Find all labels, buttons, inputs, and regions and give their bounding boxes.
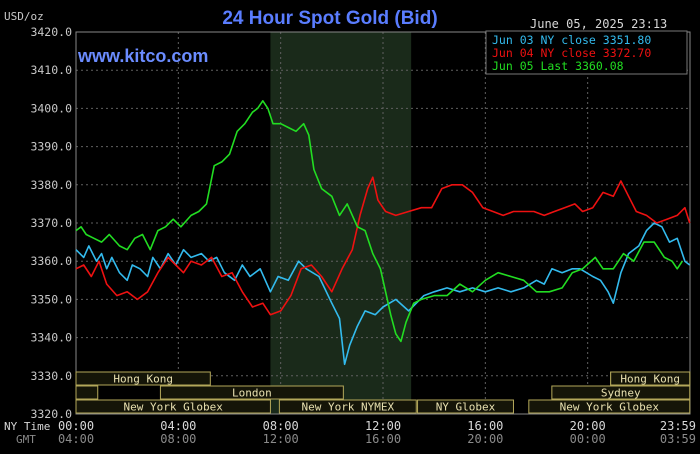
session-label: New York Globex (560, 401, 660, 414)
legend-box (485, 30, 688, 75)
x-tick-gmt: 04:00 (58, 432, 94, 446)
y-tick-label: 3400.0 (30, 101, 72, 115)
y-tick-label: 3360.0 (30, 254, 72, 268)
y-tick-label: 3420.0 (30, 25, 72, 39)
legend-item-jun04: Jun 04 NY close 3372.70 (492, 46, 651, 60)
session-box (528, 399, 691, 414)
session-box (75, 371, 211, 386)
x-tick-gmt: 12:00 (263, 432, 299, 446)
session-box (417, 399, 514, 414)
y-tick-label: 3330.0 (30, 369, 72, 383)
session-label: New York Globex (124, 401, 224, 414)
y-tick-label: 3350.0 (30, 292, 72, 306)
timestamp: June 05, 2025 23:13 (530, 17, 667, 31)
y-tick-label: 3410.0 (30, 63, 72, 77)
x-tick-ny: 00:00 (58, 419, 94, 433)
x-tick-gmt: 03:59 (660, 432, 696, 446)
y-tick-label: 3370.0 (30, 216, 72, 230)
session-box (75, 399, 271, 414)
y-tick-label: 3340.0 (30, 331, 72, 345)
y-tick-label: 3380.0 (30, 178, 72, 192)
series-line-2 (75, 100, 683, 343)
x-tick-gmt: 20:00 (467, 432, 503, 446)
chart-title: 24 Hour Spot Gold (Bid) (222, 8, 437, 29)
session-box (551, 385, 691, 400)
gmt-label: GMT (16, 433, 36, 446)
grid-lines (75, 31, 691, 415)
x-tick-ny: 23:59 (660, 419, 696, 433)
session-box (610, 371, 691, 386)
x-tick-ny: 04:00 (160, 419, 196, 433)
session-label: Sydney (601, 387, 641, 400)
x-axis-ticks: 00:0004:0004:0008:0008:0012:0012:0016:00… (58, 419, 696, 446)
x-tick-gmt: 08:00 (160, 432, 196, 446)
x-tick-ny: 08:00 (263, 419, 299, 433)
session-box (75, 385, 99, 400)
trading-sessions: Hong Kong London New York Globex New York N… (75, 371, 691, 414)
session-label: Hong Kong (620, 373, 680, 386)
series-line-1 (75, 176, 691, 316)
x-tick-gmt: 16:00 (365, 432, 401, 446)
plot-frame (75, 31, 691, 415)
session-label: New York NYMEX (301, 401, 394, 414)
y-axis-ticks: 3320.0 3330.0 3340.0 3350.0 3360.0 3370.0 3380… (30, 25, 72, 421)
x-tick-ny: 20:00 (570, 419, 606, 433)
legend: Jun 03 NY close 3351.80 Jun 04 NY close … (485, 30, 688, 75)
series-line-0 (75, 222, 691, 366)
x-tick-ny: 16:00 (467, 419, 503, 433)
x-tick-ny: 12:00 (365, 419, 401, 433)
watermark: www.kitco.com (77, 46, 208, 66)
legend-item-jun03: Jun 03 NY close 3351.80 (492, 33, 651, 47)
ny-time-label: NY Time (4, 420, 50, 433)
y-tick-label: 3390.0 (30, 140, 72, 154)
x-tick-gmt: 00:00 (570, 432, 606, 446)
session-box (278, 399, 417, 414)
unit-label: USD/oz (4, 10, 44, 23)
session-box (159, 385, 344, 400)
session-label: Hong Kong (113, 373, 173, 386)
y-tick-label: 3320.0 (30, 407, 72, 421)
session-label: NY Globex (436, 401, 496, 414)
legend-item-jun05: Jun 05 Last 3360.08 (492, 59, 624, 73)
session-label: London (232, 387, 272, 400)
price-series (75, 100, 691, 366)
